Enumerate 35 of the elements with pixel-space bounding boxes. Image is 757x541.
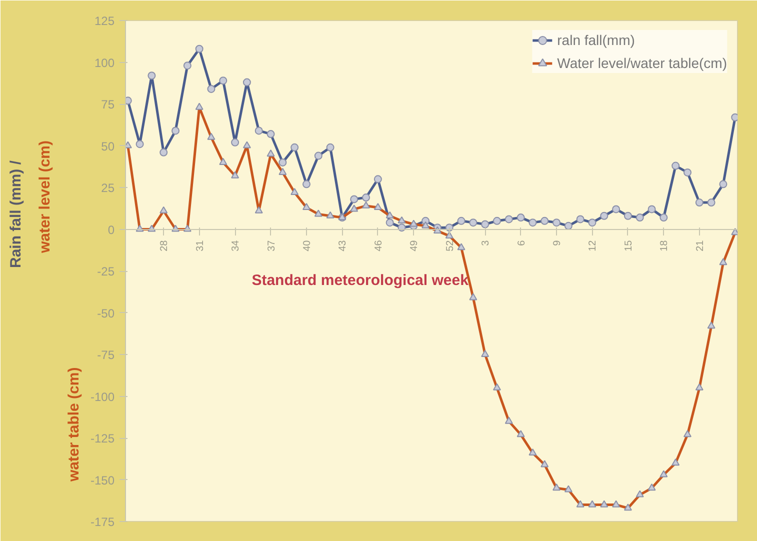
x-tick-label: 46 <box>373 240 384 252</box>
x-tick-label: 3 <box>480 240 492 246</box>
x-tick-label: 37 <box>266 240 278 252</box>
x-tick-label: 18 <box>659 240 670 252</box>
x-tick-label: 49 <box>409 240 420 252</box>
y-tick-label: -25 <box>97 264 115 278</box>
y-tick-label: -50 <box>97 306 115 320</box>
x-tick-label: 12 <box>588 240 599 252</box>
x-tick-label: 21 <box>694 240 706 252</box>
y-tick-label: -125 <box>90 432 115 446</box>
y-tick-label: 50 <box>101 139 115 154</box>
x-tick-label: 31 <box>194 240 206 252</box>
y-tick-label: -150 <box>90 473 115 488</box>
y-tick-label: 125 <box>94 14 115 28</box>
y-tick-label: 75 <box>101 98 115 112</box>
x-tick-label: 15 <box>623 240 634 252</box>
y-tick-label: -100 <box>90 390 115 404</box>
legend-label: Water level/water table(cm) <box>557 55 727 71</box>
x-tick-label: 34 <box>230 240 242 252</box>
x-tick-label: 40 <box>302 240 313 252</box>
x-tick-label: 9 <box>552 240 564 246</box>
legend-label: raln fall(mm) <box>557 32 635 48</box>
text: water level (cm) <box>36 140 54 254</box>
text: water table (cm) <box>66 367 82 482</box>
x-tick-label: 28 <box>159 240 170 252</box>
y-axis-title: Rain fall (mm) / <box>8 160 24 268</box>
x-tick-label: 6 <box>516 240 528 246</box>
x-tick-label: 52 <box>444 240 456 252</box>
y-tick-label: 100 <box>94 56 115 70</box>
y-tick-label: 25 <box>101 181 115 195</box>
x-axis-title: Standard meteorological week <box>252 272 470 289</box>
x-tick-label: 43 <box>338 240 349 252</box>
y-tick-label: 0 <box>108 222 115 237</box>
y-tick-label: -75 <box>97 348 115 362</box>
y-tick-label: -175 <box>90 515 115 529</box>
